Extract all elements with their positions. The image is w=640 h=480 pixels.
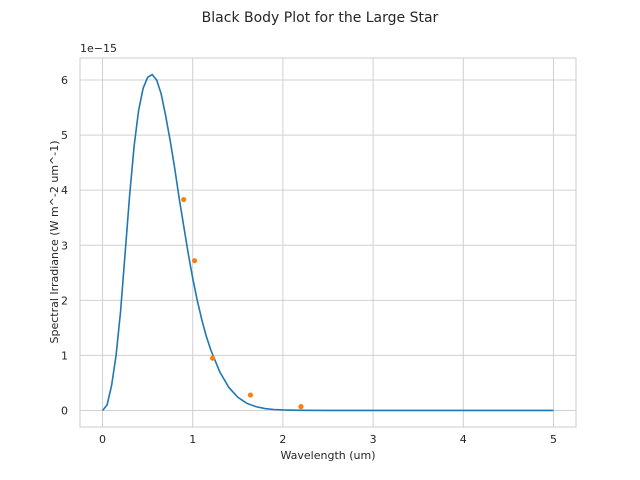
x-ticks: 0 1 2 3 4 5 (99, 433, 557, 446)
y-axis-label: Spectral Irradiance (W m^-2 um^-1) (48, 140, 61, 343)
observation-point (298, 404, 304, 410)
y-tick-label: 2 (61, 294, 68, 307)
plot-area (80, 58, 576, 427)
x-axis-label: Wavelength (um) (280, 449, 375, 462)
series-curve-line (101, 73, 554, 412)
x-tick-label: 3 (370, 433, 377, 446)
y-tick-label: 1 (61, 349, 68, 362)
observation-point (191, 258, 198, 264)
x-tick-label: 1 (189, 433, 196, 446)
plot-frame (79, 57, 577, 428)
observation-point (209, 355, 216, 361)
y-tick-label: 0 (61, 404, 68, 417)
observation-point (181, 196, 187, 203)
y-tick-label: 3 (61, 239, 68, 252)
grid-lines (80, 58, 576, 427)
x-tick-label: 5 (550, 433, 557, 446)
series-observation-points (181, 196, 304, 410)
y-tick-label: 6 (61, 74, 68, 87)
x-tick-label: 2 (279, 433, 286, 446)
chart-title: Black Body Plot for the Large Star (202, 10, 439, 26)
y-offset-label: 1e−15 (80, 42, 117, 55)
observation-point (247, 392, 254, 398)
x-tick-label: 0 (99, 433, 106, 446)
y-tick-label: 4 (61, 184, 68, 197)
x-tick-label: 4 (460, 433, 467, 446)
y-ticks: 0 1 2 3 4 5 6 (61, 74, 68, 417)
y-tick-label: 5 (61, 129, 68, 142)
